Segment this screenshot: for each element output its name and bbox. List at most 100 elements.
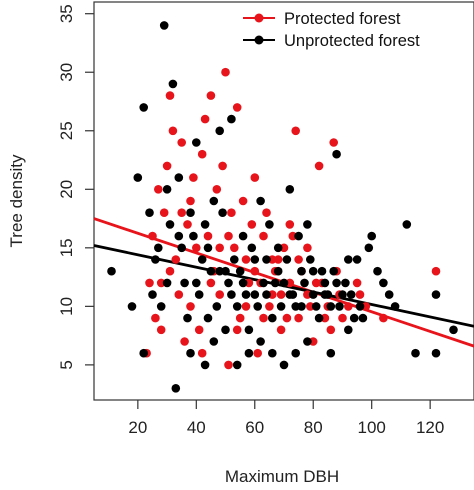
data-point: [306, 302, 315, 311]
y-tick-label: 10: [57, 297, 76, 316]
data-point: [209, 337, 219, 346]
data-point: [235, 266, 245, 276]
data-point: [224, 278, 233, 288]
data-point: [200, 220, 210, 229]
data-point: [344, 302, 353, 311]
data-point: [253, 302, 262, 311]
series-protected: [142, 67, 441, 370]
data-point: [183, 220, 192, 229]
data-point: [232, 103, 242, 112]
data-point: [262, 290, 271, 299]
data-point: [107, 266, 116, 276]
data-point: [256, 337, 265, 346]
data-point: [355, 290, 365, 299]
data-point: [268, 313, 277, 323]
data-point: [247, 243, 257, 253]
data-point: [379, 313, 388, 323]
data-point: [168, 126, 178, 136]
data-point: [218, 161, 227, 171]
data-point: [151, 255, 160, 264]
x-tick-label: 100: [358, 418, 386, 437]
data-point: [206, 91, 216, 100]
data-point: [159, 208, 169, 217]
data-point: [127, 302, 137, 311]
data-point: [192, 243, 201, 253]
data-point: [285, 220, 295, 229]
data-point: [338, 290, 347, 299]
data-point: [291, 348, 301, 358]
data-point: [189, 173, 198, 182]
data-point: [431, 266, 441, 276]
data-point: [151, 313, 160, 323]
data-point: [300, 278, 309, 288]
data-point: [250, 266, 260, 276]
data-point: [332, 149, 341, 159]
data-point: [171, 384, 181, 393]
y-axis: 5 10 15 20 25 30 35: [57, 4, 94, 370]
data-point: [186, 302, 195, 311]
y-tick-label: 15: [57, 238, 76, 257]
data-point: [212, 185, 222, 194]
data-point: [203, 231, 213, 241]
data-point: [352, 255, 362, 264]
data-point: [273, 266, 283, 276]
y-tick-label: 5: [57, 360, 76, 369]
x-axis: 20 40 60 80 100 120: [128, 400, 444, 437]
data-point: [238, 196, 248, 206]
data-point: [194, 325, 204, 335]
y-tick-label: 25: [57, 121, 76, 140]
data-point: [206, 266, 216, 276]
data-point: [192, 278, 201, 288]
data-point: [148, 290, 157, 299]
data-point: [177, 138, 186, 147]
data-point: [215, 290, 224, 299]
data-point: [303, 220, 312, 229]
legend-marker-unprotected: [254, 35, 264, 45]
data-point: [227, 114, 236, 124]
data-point: [232, 325, 242, 335]
data-point: [390, 302, 400, 311]
data-point: [431, 348, 441, 358]
data-point: [156, 325, 166, 335]
data-point: [279, 278, 289, 288]
data-point: [303, 243, 312, 253]
series-unprotected: [107, 21, 458, 393]
x-tick-label: 120: [416, 418, 444, 437]
data-point: [276, 290, 286, 299]
data-point: [133, 173, 143, 182]
data-point: [232, 302, 242, 311]
data-point: [241, 290, 251, 299]
data-point: [227, 208, 236, 217]
legend-marker-protected: [254, 13, 264, 23]
data-point: [230, 255, 239, 264]
data-point: [285, 185, 295, 194]
data-point: [197, 255, 207, 264]
x-axis-label: Maximum DBH: [225, 467, 339, 486]
data-point: [200, 360, 210, 370]
data-point: [209, 196, 219, 206]
data-point: [235, 313, 245, 323]
data-point: [265, 220, 274, 229]
data-point: [200, 114, 210, 124]
data-point: [206, 278, 216, 288]
data-point: [154, 185, 163, 194]
legend-label-protected: Protected forest: [284, 10, 401, 28]
data-point: [265, 302, 274, 311]
x-tick-label: 20: [128, 418, 147, 437]
data-points: [107, 21, 458, 393]
x-tick-label: 40: [187, 418, 206, 437]
data-point: [139, 103, 148, 112]
data-point: [186, 348, 195, 358]
data-point: [259, 313, 268, 323]
data-point: [326, 348, 336, 358]
data-point: [148, 231, 157, 241]
data-point: [156, 302, 166, 311]
data-point: [276, 325, 286, 335]
data-point: [224, 231, 233, 241]
data-point: [282, 255, 292, 264]
data-point: [247, 220, 257, 229]
data-point: [367, 231, 377, 241]
y-tick-label: 30: [57, 63, 76, 82]
data-point: [303, 337, 312, 346]
data-point: [320, 290, 330, 299]
